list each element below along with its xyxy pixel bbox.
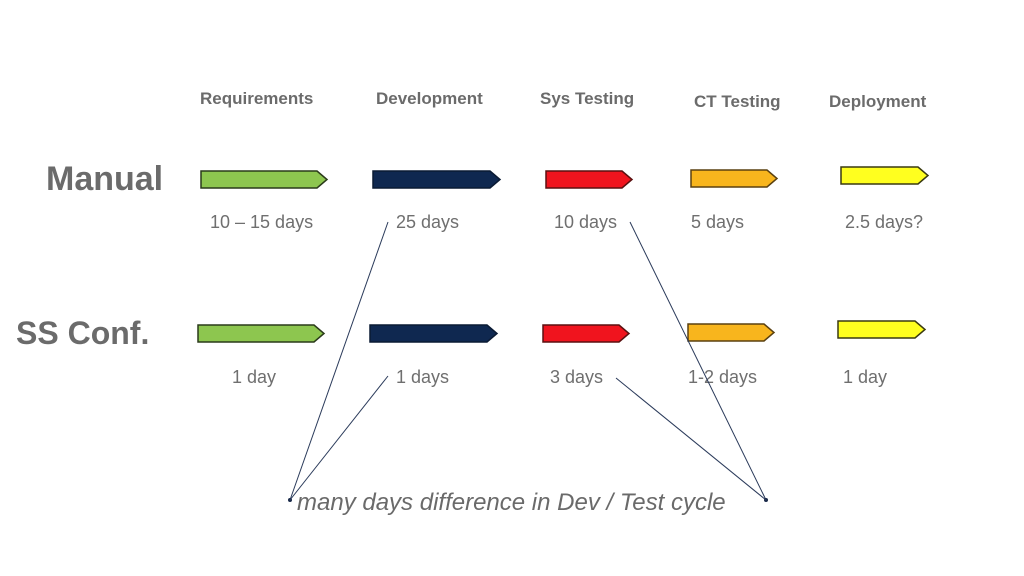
ss-sys-testing-arrow-shape — [542, 324, 631, 343]
ss-ct-testing-arrow-shape — [687, 323, 776, 342]
manual-dev-to-caption-line — [288, 221, 389, 502]
ss-deployment-arrow-shape — [837, 320, 927, 339]
ss-requirements-arrow — [197, 324, 326, 343]
ss-development-arrow — [369, 324, 499, 343]
manual-requirements-duration: 10 – 15 days — [210, 212, 314, 232]
manual-deployment-arrow-shape — [840, 166, 930, 185]
manual-requirements-arrow — [200, 170, 329, 189]
manual-development-duration: 25 days — [396, 212, 460, 232]
manual-requirements-arrow-shape — [200, 170, 329, 189]
manual-ct-testing-duration: 5 days — [691, 212, 745, 232]
manual-sys-testing-arrow — [545, 170, 634, 189]
manual-deployment-arrow — [840, 166, 930, 185]
manual-development-arrow — [372, 170, 502, 189]
caption-difference: many days difference in Dev / Test cycle — [297, 489, 726, 516]
stage-header-requirements: Requirements — [200, 89, 314, 108]
stage-header-ct-testing: CT Testing — [694, 92, 781, 111]
ss-development-duration: 1 days — [396, 367, 450, 387]
ss-sys-testing-arrow — [542, 324, 631, 343]
ss-deployment-duration: 1 day — [843, 367, 888, 387]
ss-requirements-arrow-shape — [197, 324, 326, 343]
ss-requirements-duration: 1 day — [232, 367, 277, 387]
manual-development-arrow-shape — [372, 170, 502, 189]
stage-header-development: Development — [376, 89, 483, 108]
manual-sys-testing-arrow-shape — [545, 170, 634, 189]
manual-sys-testing-duration: 10 days — [554, 212, 618, 232]
ss-test-to-caption-line — [615, 377, 767, 501]
row-label-ss-conf: SS Conf. — [16, 315, 150, 351]
ss-dev-to-caption-line — [289, 375, 389, 501]
manual-ct-testing-arrow — [690, 169, 779, 188]
manual-deployment-duration: 2.5 days? — [845, 212, 924, 232]
ss-ct-testing-duration: 1-2 days — [688, 367, 758, 387]
ss-deployment-arrow — [837, 320, 927, 339]
ss-ct-testing-arrow — [687, 323, 776, 342]
stage-header-sys-testing: Sys Testing — [540, 89, 635, 108]
manual-test-to-caption-line — [629, 221, 768, 502]
ss-development-arrow-shape — [369, 324, 499, 343]
manual-ct-testing-arrow-shape — [690, 169, 779, 188]
ss-sys-testing-duration: 3 days — [550, 367, 604, 387]
row-label-manual: Manual — [46, 160, 164, 198]
stage-header-deployment: Deployment — [829, 92, 927, 111]
